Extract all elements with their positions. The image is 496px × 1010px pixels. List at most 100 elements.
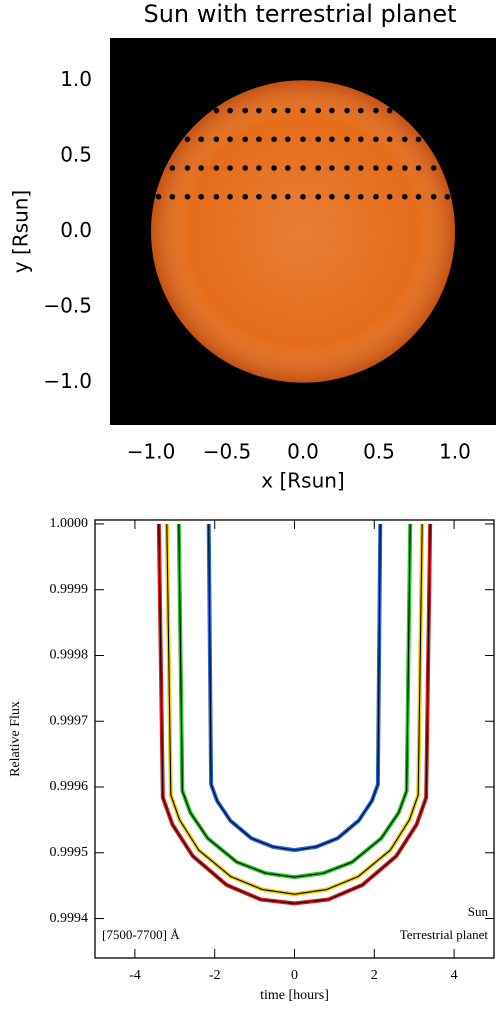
planet-position xyxy=(285,165,291,171)
planet-position xyxy=(227,193,233,200)
annotation: Terrestrial planet xyxy=(400,927,489,942)
flux-curve xyxy=(178,523,411,878)
planet-position xyxy=(155,193,162,200)
planet-position xyxy=(184,193,191,200)
planet-position xyxy=(373,165,379,171)
planet-position xyxy=(169,193,176,200)
planet-position xyxy=(227,165,233,171)
x-tick-label: 0.0 xyxy=(287,440,319,464)
x-axis-label: x [Rsun] xyxy=(261,469,344,493)
y-tick-label: 0.9998 xyxy=(50,648,89,663)
planet-position xyxy=(213,165,220,171)
planet-position xyxy=(357,136,364,143)
plot-frame xyxy=(94,519,495,959)
chart-title: Sun with terrestrial planet xyxy=(143,0,456,28)
planet-position xyxy=(329,107,335,114)
y-tick-label: 1.0000 xyxy=(50,516,89,531)
planet-position xyxy=(198,136,204,143)
planet-position xyxy=(213,136,220,143)
planet-position xyxy=(227,107,233,114)
planet-position xyxy=(271,193,277,200)
planet-position xyxy=(256,107,262,114)
planet-position xyxy=(315,165,321,171)
x-tick-label: 4 xyxy=(451,968,458,983)
x-tick-label: 2 xyxy=(371,968,378,983)
planet-position xyxy=(402,193,408,200)
planet-position xyxy=(415,136,422,143)
y-tick-label: 0.9994 xyxy=(50,911,89,926)
flux-curve xyxy=(166,523,423,895)
planet-position xyxy=(285,193,291,200)
planet-position xyxy=(386,136,393,143)
planet-position xyxy=(430,193,437,200)
planet-position xyxy=(271,107,277,114)
planet-position xyxy=(315,136,321,143)
planet-position xyxy=(285,136,291,143)
planet-position xyxy=(227,136,233,143)
planet-position xyxy=(256,193,262,200)
x-tick-label: -4 xyxy=(129,968,141,983)
x-axis-label: time [hours] xyxy=(260,988,329,1003)
planet-position xyxy=(415,165,422,171)
planet-position xyxy=(344,136,350,143)
planet-position xyxy=(329,193,335,200)
x-tick-label: 1.0 xyxy=(439,440,471,464)
x-tick-label: -2 xyxy=(209,968,221,983)
x-tick-label: 0.5 xyxy=(363,440,395,464)
y-tick-label: 0.9995 xyxy=(50,845,89,860)
planet-position xyxy=(184,165,191,171)
planet-position xyxy=(256,136,262,143)
annotation: Sun xyxy=(468,904,489,919)
planet-position xyxy=(386,107,393,114)
planet-position xyxy=(242,136,249,143)
y-tick-label: 0.9999 xyxy=(50,582,89,597)
annotation: [7500-7700] Å xyxy=(102,927,180,942)
y-tick-label: 0.0 xyxy=(60,218,92,242)
y-tick-label: 0.9997 xyxy=(50,713,89,728)
planet-position xyxy=(386,193,393,200)
planet-position xyxy=(386,165,393,171)
planet-position xyxy=(242,165,249,171)
planet-position xyxy=(213,193,220,200)
y-tick-label: 0.5 xyxy=(60,142,92,166)
planet-position xyxy=(402,136,408,143)
x-tick-label: −1.0 xyxy=(127,440,176,464)
planet-position xyxy=(444,193,451,200)
y-axis-label: Relative Flux xyxy=(8,701,23,777)
planet-position xyxy=(198,193,204,200)
planet-position xyxy=(315,193,321,200)
planet-position xyxy=(271,165,277,171)
planet-position xyxy=(213,107,220,114)
planet-position xyxy=(373,193,379,200)
y-axis-label: y [Rsun] xyxy=(9,190,33,273)
planet-position xyxy=(300,165,306,171)
planet-position xyxy=(357,165,364,171)
y-tick-label: 0.9996 xyxy=(50,779,89,794)
sun-limb xyxy=(151,80,455,383)
planet-position xyxy=(344,107,350,114)
planet-position xyxy=(184,136,191,143)
planet-position xyxy=(357,107,364,114)
planet-position xyxy=(329,136,335,143)
flux-curve xyxy=(208,523,381,851)
planet-position xyxy=(415,193,422,200)
y-tick-label: −1.0 xyxy=(43,369,92,393)
planet-position xyxy=(285,107,291,114)
planet-position xyxy=(344,165,350,171)
y-tick-label: 1.0 xyxy=(60,67,92,91)
planet-position xyxy=(300,136,306,143)
planet-position xyxy=(430,165,437,171)
y-tick-label: −0.5 xyxy=(43,294,92,318)
planet-position xyxy=(300,107,306,114)
planet-position xyxy=(271,136,277,143)
planet-position xyxy=(344,193,350,200)
flux-curve xyxy=(158,523,431,904)
planet-position xyxy=(198,165,204,171)
planet-position xyxy=(329,165,335,171)
planet-position xyxy=(256,165,262,171)
planet-position xyxy=(169,165,176,171)
x-tick-label: −0.5 xyxy=(203,440,252,464)
planet-position xyxy=(357,193,364,200)
